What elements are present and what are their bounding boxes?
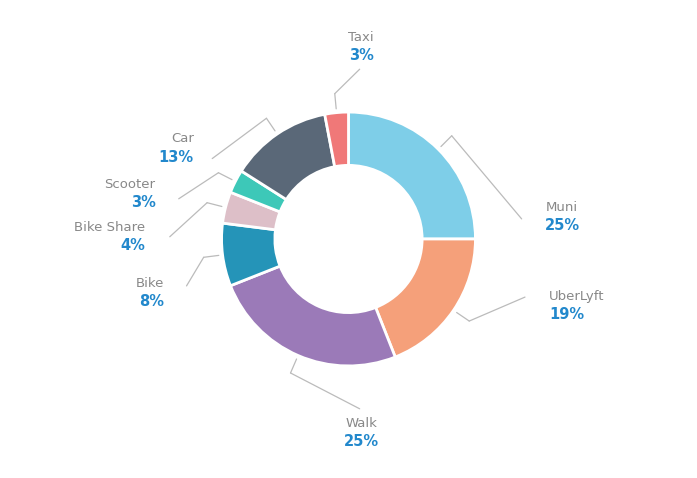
Text: Bike Share: Bike Share [75, 221, 146, 234]
Text: 3%: 3% [130, 196, 155, 210]
Wedge shape [222, 192, 280, 230]
Wedge shape [231, 266, 395, 366]
Text: UberLyft: UberLyft [549, 290, 604, 303]
Text: Walk: Walk [345, 416, 377, 430]
Text: 19%: 19% [549, 307, 584, 322]
Text: 25%: 25% [344, 434, 378, 449]
Text: Car: Car [171, 132, 194, 145]
Text: Taxi: Taxi [348, 31, 374, 43]
Text: 3%: 3% [348, 48, 374, 63]
Text: Scooter: Scooter [105, 178, 155, 191]
Text: 8%: 8% [139, 294, 164, 309]
Wedge shape [348, 112, 475, 239]
Wedge shape [325, 112, 348, 167]
Text: Muni: Muni [545, 201, 577, 214]
Text: 13%: 13% [158, 150, 194, 164]
Text: 4%: 4% [121, 239, 146, 253]
Text: 25%: 25% [545, 218, 581, 233]
Wedge shape [241, 114, 335, 199]
Wedge shape [222, 223, 280, 286]
Text: Bike: Bike [136, 277, 164, 290]
Wedge shape [231, 171, 286, 212]
Wedge shape [376, 239, 475, 357]
